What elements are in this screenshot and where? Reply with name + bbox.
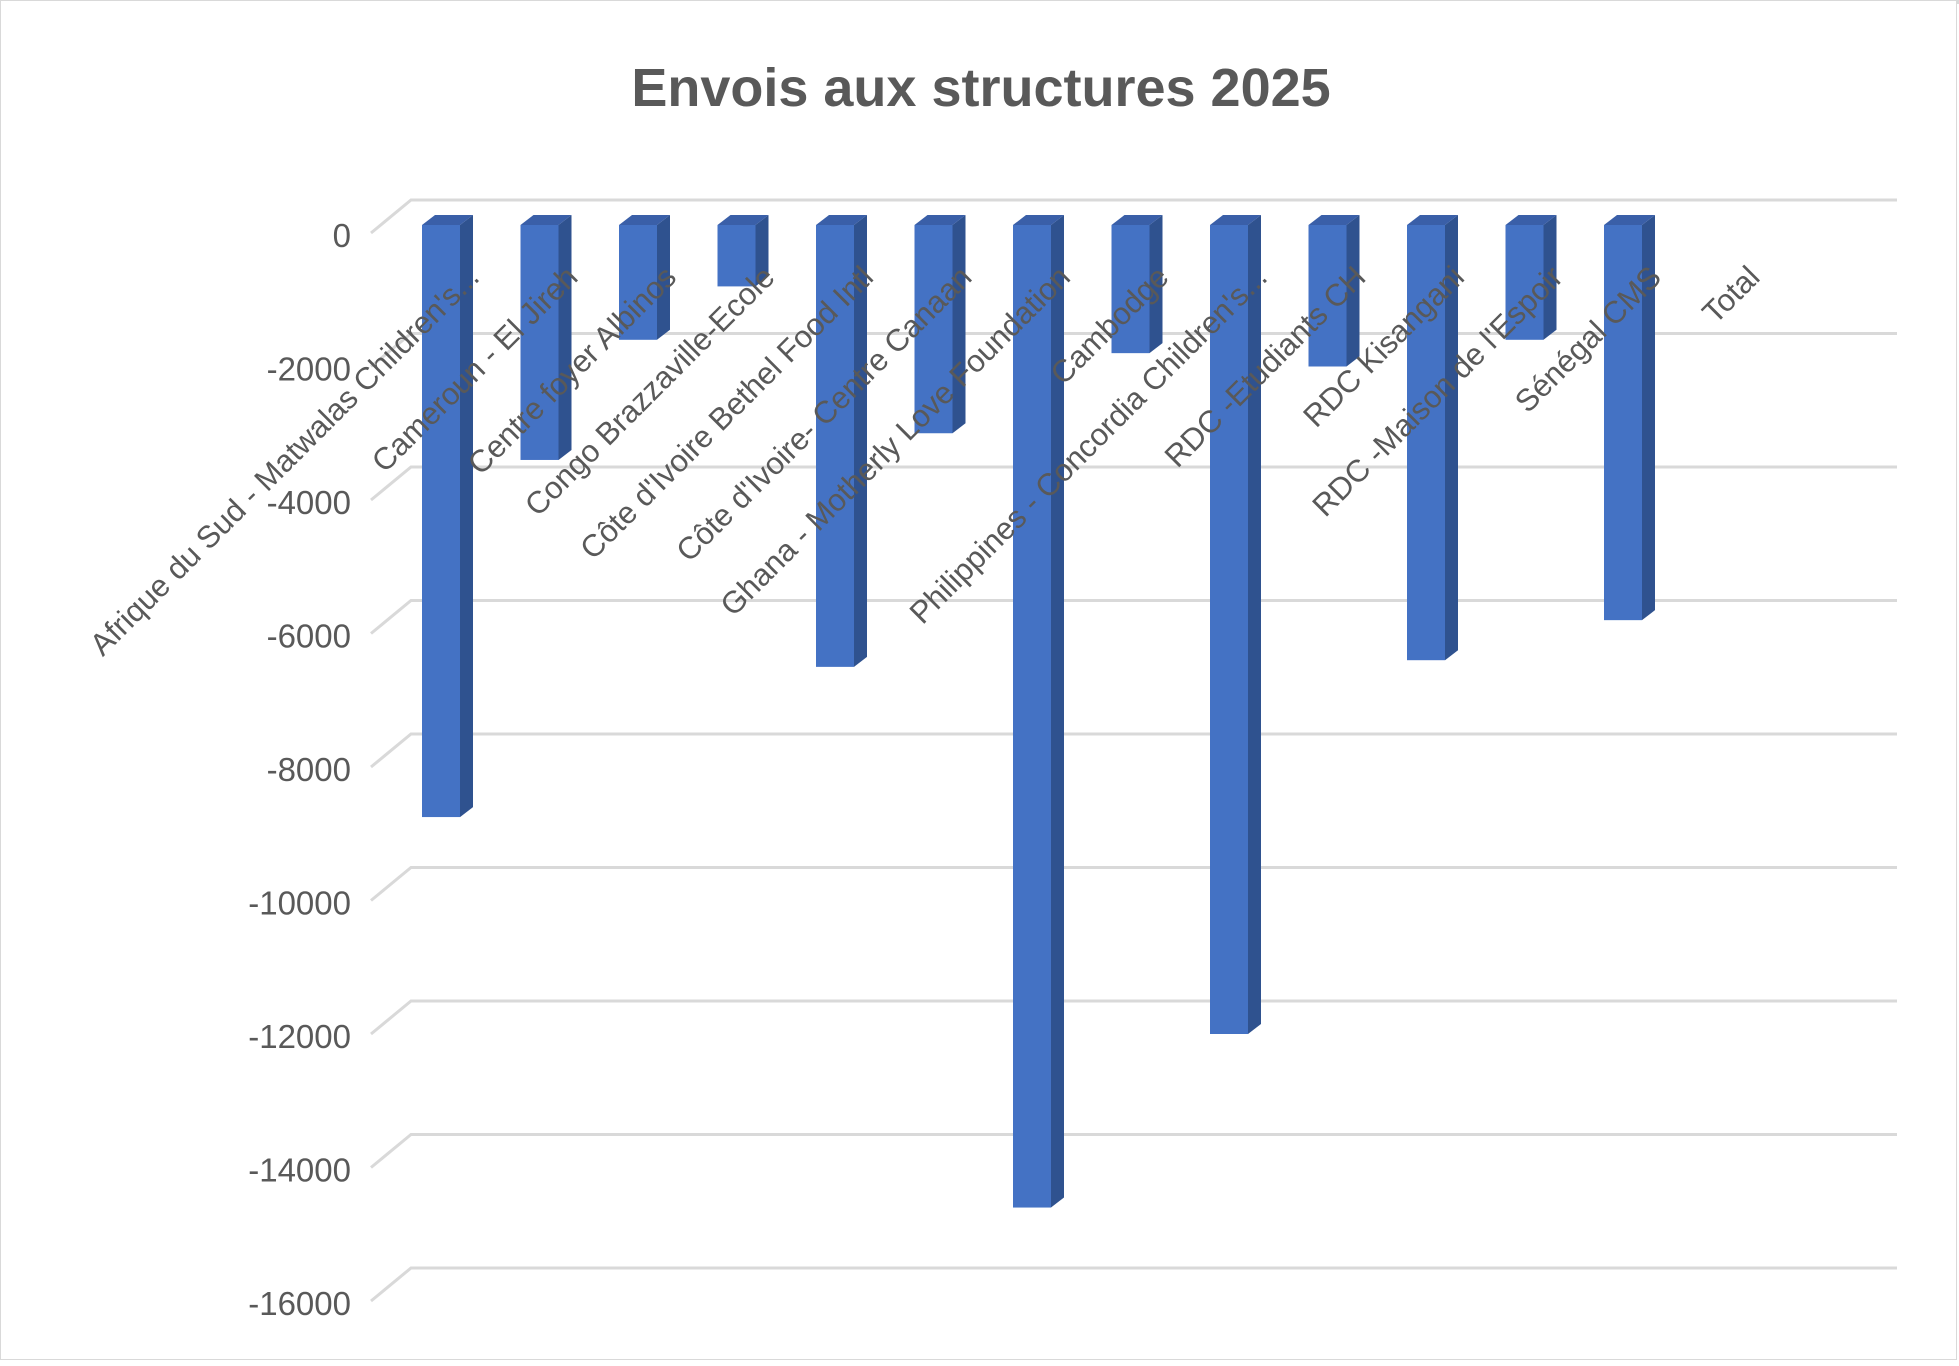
bar[interactable] [1505,225,1544,340]
bar[interactable] [1604,225,1642,621]
x-category-label: Total [1695,259,1766,330]
bar-top [1604,215,1655,225]
bar-top [1013,215,1064,225]
gridline [370,599,1897,635]
bar-side [1248,215,1261,1034]
bar-side [1149,215,1163,354]
y-tick-label: -2000 [267,351,351,388]
y-tick-label: -8000 [267,751,351,788]
bar-side [854,215,867,667]
y-tick-label: -10000 [248,885,351,922]
bar-top [1308,215,1360,225]
bar[interactable] [1210,225,1248,1034]
chart-title: Envois aux structures 2025 [631,58,1330,118]
y-tick-label: -12000 [248,1018,351,1055]
bar-top [1111,215,1163,225]
y-tick-label: -16000 [248,1285,351,1322]
gridline [370,465,1897,502]
bar[interactable] [1407,225,1445,661]
bar-top [619,215,670,225]
bar[interactable] [1308,225,1347,367]
bar-side [657,215,670,340]
gridline [370,866,1897,902]
gridline [370,1133,1897,1169]
gridline [370,1266,1897,1303]
bar-side [952,215,966,434]
bar[interactable] [914,225,953,434]
bar-top [422,215,473,225]
bar-top [1210,215,1261,225]
bar-top [816,215,867,225]
bar[interactable] [619,225,657,340]
bar-side [558,215,572,460]
bar[interactable] [422,225,460,818]
bar-side [460,215,473,818]
gridline [370,332,1897,368]
bar[interactable] [717,225,756,287]
bar[interactable] [1013,225,1051,1208]
y-tick-label: -6000 [267,618,351,655]
bar-side [755,215,769,287]
y-tick-label: -14000 [248,1152,351,1189]
bar[interactable] [1111,225,1150,354]
bar-top [520,215,572,225]
bar-top [1407,215,1458,225]
bar-top [1505,215,1557,225]
bar[interactable] [520,225,559,460]
gridline [370,999,1897,1036]
bar-side [1642,215,1655,621]
bar-top [717,215,769,225]
bar-side [1051,215,1064,1208]
gridline [370,198,1897,235]
bar-top [914,215,966,225]
bar-side [1346,215,1360,367]
y-tick-label: 0 [333,217,351,254]
bar[interactable] [816,225,854,667]
gridline [370,732,1897,769]
y-tick-label: -4000 [267,484,351,521]
bar-side [1445,215,1458,661]
bar-side [1543,215,1557,340]
